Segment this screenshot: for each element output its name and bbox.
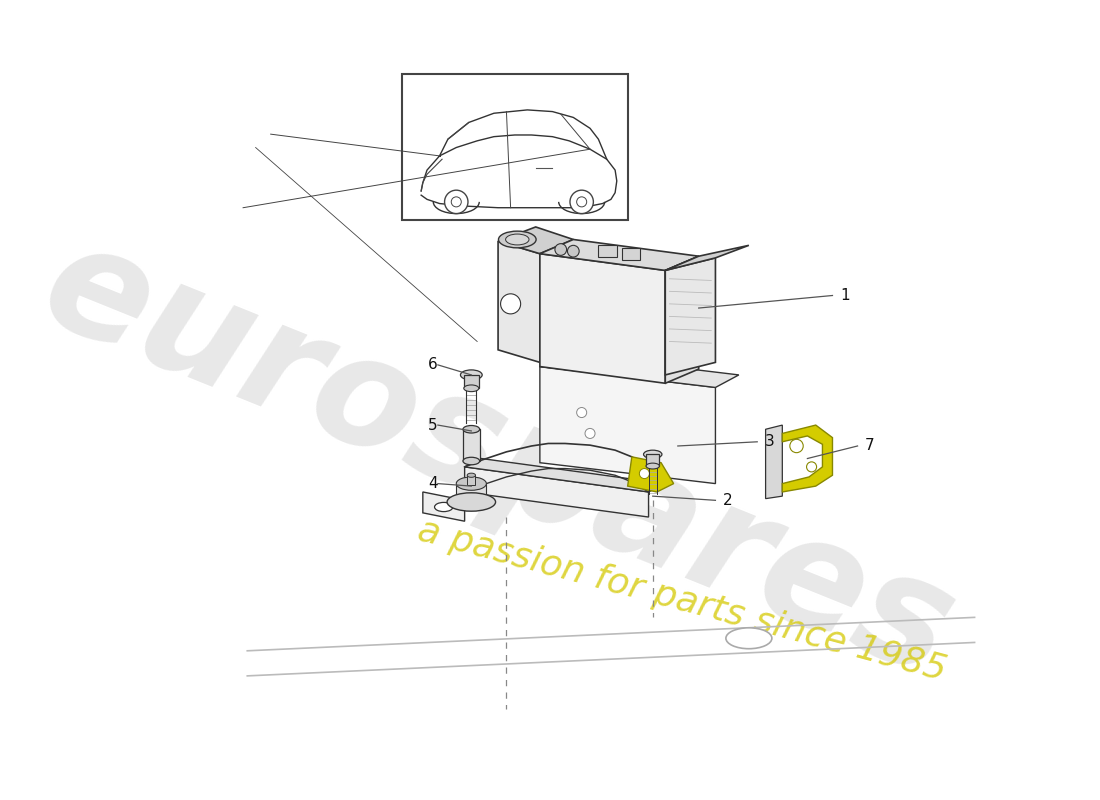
- Text: 2: 2: [723, 493, 733, 508]
- Text: 6: 6: [428, 358, 438, 372]
- Text: eurospares: eurospares: [22, 209, 974, 709]
- Ellipse shape: [456, 477, 486, 490]
- Polygon shape: [540, 354, 739, 387]
- Bar: [468, 475, 475, 486]
- Polygon shape: [782, 425, 833, 492]
- Circle shape: [444, 190, 468, 214]
- Text: 4: 4: [428, 476, 438, 491]
- Bar: [456, 484, 486, 502]
- Ellipse shape: [434, 502, 453, 512]
- Polygon shape: [498, 241, 540, 362]
- Text: 5: 5: [428, 418, 438, 433]
- Polygon shape: [666, 246, 749, 270]
- Ellipse shape: [498, 231, 536, 248]
- Polygon shape: [464, 458, 666, 492]
- Bar: [598, 246, 617, 257]
- Circle shape: [639, 469, 649, 478]
- Circle shape: [585, 429, 595, 438]
- Ellipse shape: [463, 458, 480, 465]
- Circle shape: [500, 294, 520, 314]
- Bar: [646, 454, 659, 466]
- Circle shape: [554, 244, 566, 255]
- Text: 7: 7: [865, 438, 874, 454]
- Polygon shape: [766, 425, 782, 498]
- Circle shape: [570, 190, 593, 214]
- Text: 3: 3: [764, 434, 774, 450]
- Bar: [464, 375, 478, 388]
- Ellipse shape: [726, 628, 772, 649]
- Bar: [621, 248, 640, 259]
- Bar: [463, 430, 480, 461]
- Polygon shape: [540, 239, 698, 270]
- Circle shape: [576, 197, 586, 207]
- Ellipse shape: [464, 385, 478, 392]
- Text: a passion for parts since 1985: a passion for parts since 1985: [414, 514, 950, 688]
- Polygon shape: [666, 258, 715, 375]
- Ellipse shape: [447, 493, 496, 511]
- Circle shape: [806, 462, 816, 472]
- Circle shape: [568, 246, 580, 257]
- Ellipse shape: [646, 463, 659, 469]
- Ellipse shape: [461, 370, 482, 380]
- Circle shape: [451, 197, 461, 207]
- Polygon shape: [464, 467, 649, 517]
- Polygon shape: [666, 256, 698, 383]
- Polygon shape: [540, 254, 666, 383]
- Polygon shape: [498, 227, 573, 254]
- Bar: [402, 74, 628, 220]
- Circle shape: [790, 439, 803, 453]
- Text: 1: 1: [840, 288, 849, 303]
- Ellipse shape: [463, 426, 480, 433]
- Ellipse shape: [506, 234, 529, 245]
- Polygon shape: [422, 492, 464, 522]
- Polygon shape: [628, 457, 673, 492]
- Ellipse shape: [468, 473, 475, 478]
- Ellipse shape: [644, 450, 662, 458]
- Circle shape: [576, 407, 586, 418]
- Polygon shape: [540, 366, 715, 484]
